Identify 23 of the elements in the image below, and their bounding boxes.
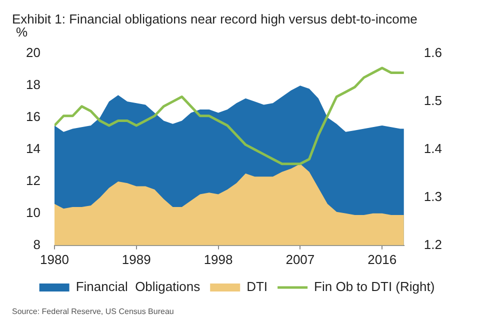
y-tick-label: 14 [26, 141, 40, 156]
chart-title: Exhibit 1: Financial obligations near record high versus debt-to-income [12, 11, 418, 26]
y-tick-label: 20 [26, 45, 40, 60]
y2-tick-label: 1.3 [424, 189, 442, 204]
x-tick-label: 1980 [40, 252, 69, 267]
y2-tick-label: 1.2 [424, 236, 442, 252]
y-axis-title: % [16, 24, 28, 40]
y-tick-label: 8 [33, 236, 40, 252]
y-tick-label: 12 [26, 173, 40, 188]
x-tick-label: 2007 [286, 252, 315, 267]
source-note: Source: Federal Reserve, US Census Bureau [12, 307, 174, 316]
legend-label: DTI [246, 279, 268, 294]
x-tick-label: 1989 [122, 252, 151, 267]
legend-label: Fin Ob to DTI (Right) [314, 279, 435, 294]
y2-tick-label: 1.4 [424, 141, 442, 156]
x-tick-label: 1998 [204, 252, 233, 267]
x-tick-label: 2016 [368, 252, 397, 267]
y-tick-label: 18 [26, 77, 40, 92]
y2-tick-label: 1.5 [424, 93, 442, 108]
y2-tick-label: 1.6 [424, 45, 442, 60]
y-tick-label: 10 [26, 205, 40, 220]
y-tick-label: 16 [26, 109, 40, 124]
legend-label: Financial Obligations [76, 279, 201, 294]
